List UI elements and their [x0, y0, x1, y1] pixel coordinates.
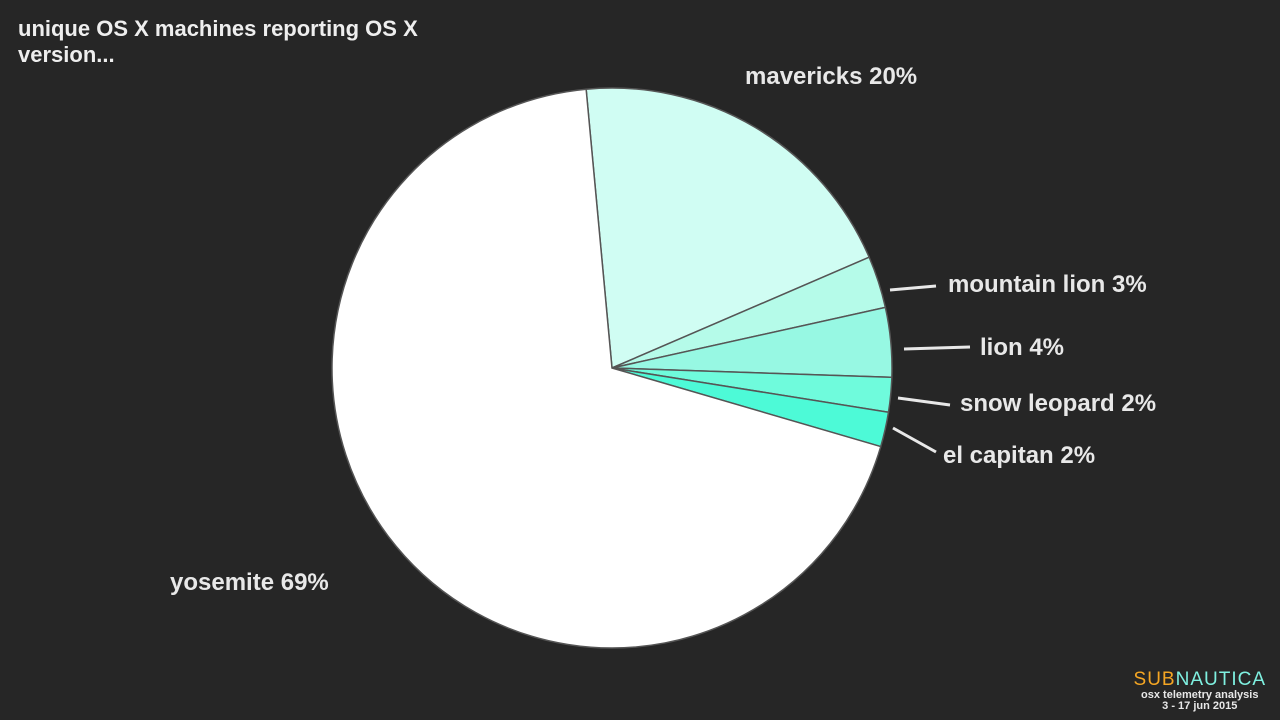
leader-line: [889, 284, 937, 292]
chart-title: unique OS X machines reporting OS X vers…: [18, 16, 418, 67]
slice-label: mountain lion 3%: [948, 271, 1147, 298]
slice-label: el capitan 2%: [943, 442, 1095, 469]
logo-subtitle: osx telemetry analysis: [1141, 689, 1259, 701]
logo-nautica: NAUTICA: [1175, 669, 1266, 690]
slice-label: lion 4%: [980, 334, 1064, 361]
logo-sub: SUB: [1133, 669, 1176, 690]
pie-slice-mavericks: [585, 87, 871, 370]
subnautica-logo: SUBNAUTICA osx telemetry analysis 3 - 17…: [1134, 670, 1266, 712]
leader-line: [897, 396, 951, 407]
leader-line: [892, 426, 937, 454]
slice-label: mavericks 20%: [745, 63, 917, 90]
slice-label: snow leopard 2%: [960, 390, 1156, 417]
leader-line: [903, 345, 971, 351]
logo-date: 3 - 17 jun 2015: [1162, 700, 1238, 712]
pie-slice-yosemite: [331, 88, 882, 649]
slice-label: yosemite 69%: [170, 569, 329, 596]
